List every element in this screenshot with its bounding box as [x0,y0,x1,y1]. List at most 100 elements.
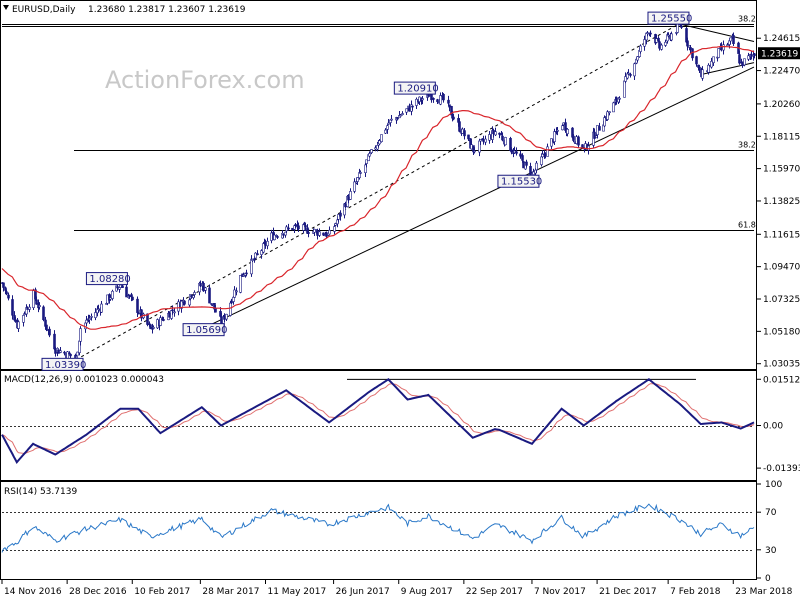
candle-body [11,299,14,316]
price-annotation-box [393,81,436,95]
price-tick-label: 1.09470 [763,263,800,273]
price-annotation-box [182,323,225,337]
price-annotations: 1.25550 1.20910 1.15530 1.08280 1.05690 1.033… [41,11,692,371]
date-axis: 14 Nov 2016 28 Dec 2016 10 Feb 2017 28 Mar … [1,580,793,597]
candle-body [494,131,497,136]
date-tick-label: 21 Dec 2017 [599,587,657,597]
candle-body [339,212,342,217]
candle-body [618,97,621,100]
macd-tick-label: 0.01512 [763,375,800,385]
date-tick-label: 26 Jun 2017 [336,587,390,597]
candle-body [525,161,528,166]
candle-body [284,231,287,236]
candle-body [193,292,196,295]
candle-body [566,129,569,135]
rsi-tick-label: 30 [765,546,777,556]
candle-body [260,250,263,255]
candle-body [743,58,746,66]
candle-body [726,44,729,47]
candle-body [262,243,265,253]
trend-lines [75,22,755,361]
candle-body [633,63,636,77]
candle-body [4,287,7,291]
price-annotation-box [85,272,128,286]
candle-body [624,76,627,82]
candle-body [515,151,518,154]
candle-body [368,153,371,157]
candle-body [458,121,461,132]
candle-body [5,291,8,295]
candle-body [643,39,646,47]
trend-line [679,23,755,42]
candle-body [235,290,238,293]
candle-body [593,131,596,139]
candle-body [386,125,389,130]
candle-body [729,37,732,42]
candle-body [572,135,575,141]
candle-body [266,240,269,247]
candle-body [467,134,470,140]
candle-body [297,225,300,230]
candle-body [698,66,701,70]
candle-body [541,153,544,158]
candle-body [149,324,152,329]
candle-body [45,324,48,330]
candle-body [343,203,346,216]
rsi-tick-label: 0 [765,574,771,584]
price-annotation-label: 1.25550 [651,14,692,25]
candle-body [333,226,336,232]
candle-body [448,104,451,108]
candle-body [349,191,352,200]
price-tick-label: 1.11615 [763,230,800,240]
price-tick-label: 1.07325 [763,295,800,305]
candle-body [318,231,321,236]
candle-body [116,286,119,289]
candle-body [484,138,487,143]
candle-body [436,99,439,102]
candle-body [177,301,180,312]
collapse-arrow-icon[interactable] [3,5,9,10]
candle-body [137,312,140,315]
candle-body [546,146,549,157]
candle-body [239,275,242,293]
candle-body [79,328,82,342]
candle-body [359,172,362,174]
price-tick-label: 1.13825 [763,197,800,207]
candle-body [623,80,626,98]
candle-body [136,298,139,313]
fib-label: 61.8 [738,221,756,230]
candle-body [405,108,408,113]
date-tick-label: 22 Sep 2017 [466,587,523,597]
candle-body [387,122,390,125]
candle-body [612,102,615,113]
candle-body [473,150,476,153]
candle-body [109,297,112,300]
candle-body [447,99,450,104]
watermark: ActionForex.com [105,66,305,94]
ohlc-values: 1.23680 1.23817 1.23607 1.23619 [88,5,246,15]
price-annotation-box [647,11,690,25]
date-tick-label: 9 Aug 2017 [401,587,453,597]
candle-body [686,40,689,47]
candle-body [717,48,720,58]
date-tick-label: 10 Feb 2017 [134,587,190,597]
candle-body [521,155,524,161]
rsi-panel-frame [0,481,757,580]
candle-body [463,130,466,137]
candle-body [365,159,368,164]
candle-body [639,45,642,52]
fib-label: 38.2 [738,141,756,150]
candle-body [378,140,381,145]
candle-body [173,311,176,314]
candle-body [561,125,564,131]
price-annotation-label: 1.05690 [186,325,227,336]
price-annotation-box [41,357,84,371]
candle-body [712,56,715,63]
candle-body [664,41,667,46]
price-annotation-label: 1.20910 [397,84,438,95]
rsi-series [1,503,755,553]
candle-body [152,327,155,329]
candle-body [753,53,756,56]
candle-body [722,44,725,51]
